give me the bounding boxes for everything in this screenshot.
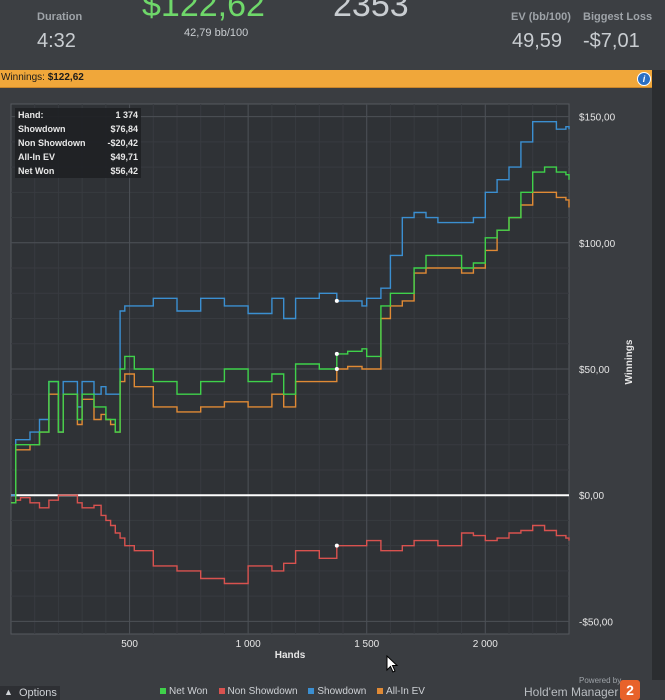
vertical-scrollbar[interactable] [652,70,665,680]
legend-swatch [218,688,225,695]
tooltip-row-showdown: Showdown $76,84 [18,124,138,134]
winnings-bar-label: Winnings: [1,72,45,83]
brand-logo: 2 [620,680,640,700]
ev-label: EV (bb/100) [511,11,571,23]
legend-swatch [377,688,384,695]
x-tick-label: 1 000 [236,639,261,650]
session-summary-header: Duration 4:32 $122,62 42,79 bb/100 2353 … [0,0,665,70]
total-hands: 2353 [333,0,409,24]
chevron-up-icon: ▲ [4,687,13,697]
legend-showdown[interactable]: Showdown [308,686,366,697]
y-tick-label: $0,00 [579,491,604,502]
winnings-chart: 500 1 000 1 500 2 000 -$50,00 $0,00 $50,00 $10… [0,88,652,684]
x-axis-ticks: 500 1 000 1 500 2 000 [121,639,498,650]
hover-marker [334,298,339,303]
y-axis-ticks: -$50,00 $0,00 $50,00 $100,00 $150,00 [579,113,616,629]
x-tick-label: 2 000 [473,639,498,650]
duration-value: 4:32 [37,30,76,52]
legend-non-showdown[interactable]: Non Showdown [218,686,298,697]
winnings-bar-value: $122,62 [47,72,84,83]
help-icon[interactable]: i [637,72,651,86]
hover-marker [334,351,339,356]
powered-by-label: Powered by [579,676,622,685]
legend-all-in-ev[interactable]: All-In EV [377,686,425,697]
tooltip-row-all-in-ev: All-In EV $49,71 [18,152,138,162]
brand-name: Hold'em Manager [524,685,619,699]
y-tick-label: $100,00 [579,239,616,250]
biggest-loss-value: -$7,01 [583,30,640,52]
legend-swatch [160,688,166,695]
series-line-non-showdown [11,494,570,585]
winnings-bar-text: Winnings: $122,62 [1,72,84,83]
series-lines [11,121,570,585]
y-tick-label: -$50,00 [579,617,613,628]
y-tick-label: $150,00 [579,113,616,124]
legend-swatch [308,688,315,695]
x-axis-label: Hands [275,650,306,661]
hover-marker [334,367,339,371]
hover-marker [334,543,339,548]
y-axis-label: Winnings [624,339,635,384]
options-label: Options [19,687,57,699]
chart-legend: Net Won Non Showdown Showdown All-In EV [160,686,433,700]
mouse-cursor-icon [386,655,399,673]
tooltip-row-hand: Hand: 1 374 [18,110,138,120]
ev-value: 49,59 [512,30,563,52]
total-winnings: $122,62 [142,0,265,24]
series-line-net-won [11,166,570,504]
tooltip-row-non-showdown: Non Showdown -$20,42 [18,138,138,148]
x-tick-label: 1 500 [354,639,379,650]
hover-tooltip: Hand: 1 374 Showdown $76,84 Non Showdown -$… [15,108,141,178]
grid [11,104,569,634]
legend-net-won[interactable]: Net Won [160,686,208,697]
winnings-bar: Winnings: $122,62 i [0,70,652,88]
bb-per-100: 42,79 bb/100 [184,27,249,39]
x-tick-label: 500 [121,639,138,650]
biggest-loss-label: Biggest Loss [583,11,653,23]
y-tick-label: $50,00 [579,365,610,376]
duration-label: Duration [37,11,83,23]
options-button[interactable]: ▲ Options [0,686,60,700]
tooltip-row-net-won: Net Won $56,42 [18,166,138,176]
